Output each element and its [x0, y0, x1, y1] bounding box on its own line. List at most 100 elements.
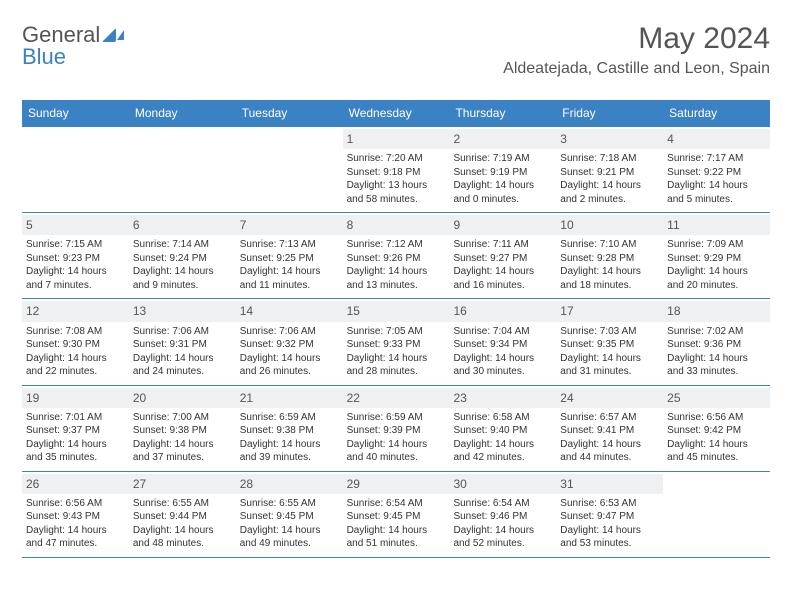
sunrise-text: Sunrise: 7:12 AM — [347, 238, 446, 252]
sunrise-text: Sunrise: 7:06 AM — [133, 325, 232, 339]
day-info: Sunrise: 7:14 AMSunset: 9:24 PMDaylight:… — [133, 238, 232, 292]
sunrise-text: Sunrise: 7:02 AM — [667, 325, 766, 339]
day-info: Sunrise: 7:01 AMSunset: 9:37 PMDaylight:… — [26, 411, 125, 465]
daylight-text: Daylight: 14 hours and 20 minutes. — [667, 265, 766, 292]
day-info: Sunrise: 7:17 AMSunset: 9:22 PMDaylight:… — [667, 152, 766, 206]
sunrise-text: Sunrise: 7:03 AM — [560, 325, 659, 339]
sunrise-text: Sunrise: 7:15 AM — [26, 238, 125, 252]
day-info: Sunrise: 7:02 AMSunset: 9:36 PMDaylight:… — [667, 325, 766, 379]
daylight-text: Daylight: 14 hours and 37 minutes. — [133, 438, 232, 465]
day-info: Sunrise: 6:58 AMSunset: 9:40 PMDaylight:… — [453, 411, 552, 465]
sunrise-text: Sunrise: 7:04 AM — [453, 325, 552, 339]
day-info: Sunrise: 7:00 AMSunset: 9:38 PMDaylight:… — [133, 411, 232, 465]
daylight-text: Daylight: 14 hours and 39 minutes. — [240, 438, 339, 465]
sunset-text: Sunset: 9:35 PM — [560, 338, 659, 352]
day-info: Sunrise: 6:57 AMSunset: 9:41 PMDaylight:… — [560, 411, 659, 465]
daylight-text: Daylight: 14 hours and 13 minutes. — [347, 265, 446, 292]
day-cell: 3Sunrise: 7:18 AMSunset: 9:21 PMDaylight… — [556, 127, 663, 212]
day-number: 25 — [663, 388, 770, 408]
day-cell: 25Sunrise: 6:56 AMSunset: 9:42 PMDayligh… — [663, 386, 770, 471]
day-of-week-cell: Friday — [556, 100, 663, 126]
day-info: Sunrise: 7:11 AMSunset: 9:27 PMDaylight:… — [453, 238, 552, 292]
day-of-week-cell: Wednesday — [343, 100, 450, 126]
sunrise-text: Sunrise: 7:18 AM — [560, 152, 659, 166]
day-info: Sunrise: 6:54 AMSunset: 9:46 PMDaylight:… — [453, 497, 552, 551]
sunrise-text: Sunrise: 7:13 AM — [240, 238, 339, 252]
day-info: Sunrise: 6:55 AMSunset: 9:44 PMDaylight:… — [133, 497, 232, 551]
daylight-text: Daylight: 14 hours and 24 minutes. — [133, 352, 232, 379]
sunrise-text: Sunrise: 6:56 AM — [667, 411, 766, 425]
week-row: 1Sunrise: 7:20 AMSunset: 9:18 PMDaylight… — [22, 126, 770, 212]
day-cell: 8 Sunrise: 7:12 AMSunset: 9:26 PMDaylight… — [343, 213, 450, 298]
sunrise-text: Sunrise: 7:00 AM — [133, 411, 232, 425]
sunset-text: Sunset: 9:36 PM — [667, 338, 766, 352]
logo-triangle-icon — [102, 28, 116, 42]
day-number: 15 — [343, 301, 450, 321]
daylight-text: Daylight: 14 hours and 40 minutes. — [347, 438, 446, 465]
day-number: 5 — [22, 215, 129, 235]
day-cell: 6 Sunrise: 7:14 AMSunset: 9:24 PMDaylight… — [129, 213, 236, 298]
daylight-text: Daylight: 14 hours and 0 minutes. — [453, 179, 552, 206]
day-cell: 12Sunrise: 7:08 AMSunset: 9:30 PMDayligh… — [22, 299, 129, 384]
day-cell: 13Sunrise: 7:06 AMSunset: 9:31 PMDayligh… — [129, 299, 236, 384]
daylight-text: Daylight: 14 hours and 2 minutes. — [560, 179, 659, 206]
sunrise-text: Sunrise: 7:10 AM — [560, 238, 659, 252]
sunset-text: Sunset: 9:43 PM — [26, 510, 125, 524]
sunset-text: Sunset: 9:45 PM — [347, 510, 446, 524]
day-cell: 17Sunrise: 7:03 AMSunset: 9:35 PMDayligh… — [556, 299, 663, 384]
sunrise-text: Sunrise: 6:53 AM — [560, 497, 659, 511]
sunrise-text: Sunrise: 7:05 AM — [347, 325, 446, 339]
day-cell: 31 Sunrise: 6:53 AMSunset: 9:47 PMDayligh… — [556, 472, 663, 557]
sunset-text: Sunset: 9:40 PM — [453, 424, 552, 438]
week-row: 19 Sunrise: 7:01 AMSunset: 9:37 PMDayligh… — [22, 385, 770, 471]
day-number: 31 — [556, 474, 663, 494]
day-of-week-cell: Saturday — [663, 100, 770, 126]
day-cell: 11Sunrise: 7:09 AMSunset: 9:29 PMDayligh… — [663, 213, 770, 298]
day-cell: 19 Sunrise: 7:01 AMSunset: 9:37 PMDayligh… — [22, 386, 129, 471]
day-number: 18 — [663, 301, 770, 321]
daylight-text: Daylight: 14 hours and 52 minutes. — [453, 524, 552, 551]
day-number: 9 — [449, 215, 556, 235]
daylight-text: Daylight: 14 hours and 18 minutes. — [560, 265, 659, 292]
day-number: 19 — [22, 388, 129, 408]
daylight-text: Daylight: 14 hours and 53 minutes. — [560, 524, 659, 551]
day-number: 7 — [236, 215, 343, 235]
day-cell: 1Sunrise: 7:20 AMSunset: 9:18 PMDaylight… — [343, 127, 450, 212]
month-title: May 2024 — [503, 22, 770, 56]
sunset-text: Sunset: 9:37 PM — [26, 424, 125, 438]
calendar: SundayMondayTuesdayWednesdayThursdayFrid… — [22, 100, 770, 558]
day-info: Sunrise: 6:59 AMSunset: 9:38 PMDaylight:… — [240, 411, 339, 465]
day-cell: 28Sunrise: 6:55 AMSunset: 9:45 PMDayligh… — [236, 472, 343, 557]
daylight-text: Daylight: 14 hours and 49 minutes. — [240, 524, 339, 551]
day-info: Sunrise: 7:05 AMSunset: 9:33 PMDaylight:… — [347, 325, 446, 379]
brand-part2-wrap: Blue — [22, 44, 66, 70]
day-cell: 2Sunrise: 7:19 AMSunset: 9:19 PMDaylight… — [449, 127, 556, 212]
sunset-text: Sunset: 9:19 PM — [453, 166, 552, 180]
day-cell: 18 Sunrise: 7:02 AMSunset: 9:36 PMDayligh… — [663, 299, 770, 384]
day-number: 6 — [129, 215, 236, 235]
day-number: 23 — [449, 388, 556, 408]
daylight-text: Daylight: 14 hours and 16 minutes. — [453, 265, 552, 292]
daylight-text: Daylight: 14 hours and 22 minutes. — [26, 352, 125, 379]
day-info: Sunrise: 7:20 AMSunset: 9:18 PMDaylight:… — [347, 152, 446, 206]
sunset-text: Sunset: 9:45 PM — [240, 510, 339, 524]
sunset-text: Sunset: 9:24 PM — [133, 252, 232, 266]
day-cell: 10Sunrise: 7:10 AMSunset: 9:28 PMDayligh… — [556, 213, 663, 298]
day-cell: 26Sunrise: 6:56 AMSunset: 9:43 PMDayligh… — [22, 472, 129, 557]
day-info: Sunrise: 7:04 AMSunset: 9:34 PMDaylight:… — [453, 325, 552, 379]
week-row: 5Sunrise: 7:15 AMSunset: 9:23 PMDaylight… — [22, 212, 770, 298]
daylight-text: Daylight: 14 hours and 35 minutes. — [26, 438, 125, 465]
day-number: 8 — [343, 215, 450, 235]
day-info: Sunrise: 6:53 AMSunset: 9:47 PMDaylight:… — [560, 497, 659, 551]
sunrise-text: Sunrise: 7:09 AM — [667, 238, 766, 252]
sunset-text: Sunset: 9:26 PM — [347, 252, 446, 266]
daylight-text: Daylight: 14 hours and 31 minutes. — [560, 352, 659, 379]
daylight-text: Daylight: 14 hours and 26 minutes. — [240, 352, 339, 379]
daylight-text: Daylight: 14 hours and 7 minutes. — [26, 265, 125, 292]
day-cell: 27Sunrise: 6:55 AMSunset: 9:44 PMDayligh… — [129, 472, 236, 557]
sunset-text: Sunset: 9:29 PM — [667, 252, 766, 266]
week-row: 12Sunrise: 7:08 AMSunset: 9:30 PMDayligh… — [22, 298, 770, 384]
sunrise-text: Sunrise: 6:58 AM — [453, 411, 552, 425]
sunset-text: Sunset: 9:27 PM — [453, 252, 552, 266]
day-of-week-cell: Monday — [129, 100, 236, 126]
